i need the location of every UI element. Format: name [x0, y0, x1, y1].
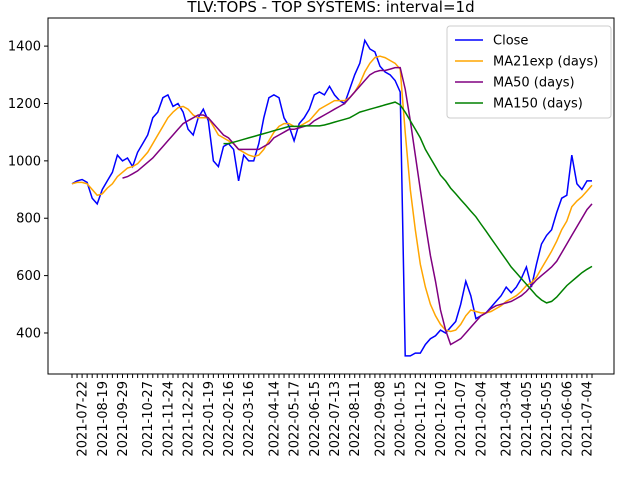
- x-tick-label: 2022-01-19: [202, 381, 217, 457]
- x-tick-label: 2021-09-29: [116, 381, 131, 457]
- series-line: [71, 38, 592, 357]
- x-tick-label: 2021-03-04: [500, 381, 515, 457]
- series-line: [71, 55, 593, 333]
- series-line: [122, 66, 593, 346]
- y-tick-label: 1000: [8, 154, 41, 169]
- y-tick-label: 800: [16, 212, 41, 227]
- legend-label: Close: [493, 34, 528, 49]
- x-tick-label: 2022-08-11: [348, 381, 363, 457]
- x-tick-label: 2022-09-08: [373, 381, 388, 457]
- x-tick-label: 2022-05-17: [288, 381, 303, 457]
- x-tick-label: 2021-12-22: [182, 381, 197, 457]
- x-tick-label: 2020-11-12: [414, 381, 429, 457]
- x-tick-label: 2021-07-22: [76, 381, 91, 457]
- x-tick-label: 2022-06-15: [308, 381, 323, 457]
- x-tick-label: 2022-02-16: [222, 381, 237, 457]
- y-tick-label: 600: [16, 269, 41, 284]
- legend-box: [446, 25, 612, 119]
- x-tick-label: 2021-11-24: [161, 381, 176, 457]
- x-tick-label: 2021-01-07: [454, 381, 469, 457]
- legend-label: MA21exp (days): [493, 55, 598, 70]
- y-tick-label: 1200: [8, 97, 41, 112]
- chart-title: TLV:TOPS - TOP SYSTEMS: interval=1d: [186, 0, 474, 16]
- plot-frame: [47, 17, 615, 375]
- x-tick-label: 2021-02-04: [474, 381, 489, 457]
- legend-label: MA50 (days): [493, 76, 575, 91]
- x-tick-label: 2020-12-10: [434, 381, 449, 457]
- x-tick-label: 2021-04-05: [520, 381, 535, 457]
- series-line: [223, 101, 593, 304]
- x-tick-label: 2020-10-15: [394, 381, 409, 457]
- x-tick-label: 2022-07-13: [328, 381, 343, 457]
- x-tick-label: 2021-06-06: [560, 381, 575, 457]
- y-tick-label: 400: [16, 326, 41, 341]
- x-tick-label: 2022-04-14: [267, 381, 282, 457]
- x-tick-label: 2021-08-19: [96, 381, 111, 457]
- y-tick-label: 1400: [8, 40, 41, 55]
- x-tick-label: 2021-07-04: [580, 381, 595, 457]
- x-tick-label: 2021-05-05: [540, 381, 555, 457]
- x-tick-label: 2021-10-27: [141, 381, 156, 457]
- legend-label: MA150 (days): [493, 97, 583, 112]
- x-tick-label: 2022-03-16: [242, 381, 257, 457]
